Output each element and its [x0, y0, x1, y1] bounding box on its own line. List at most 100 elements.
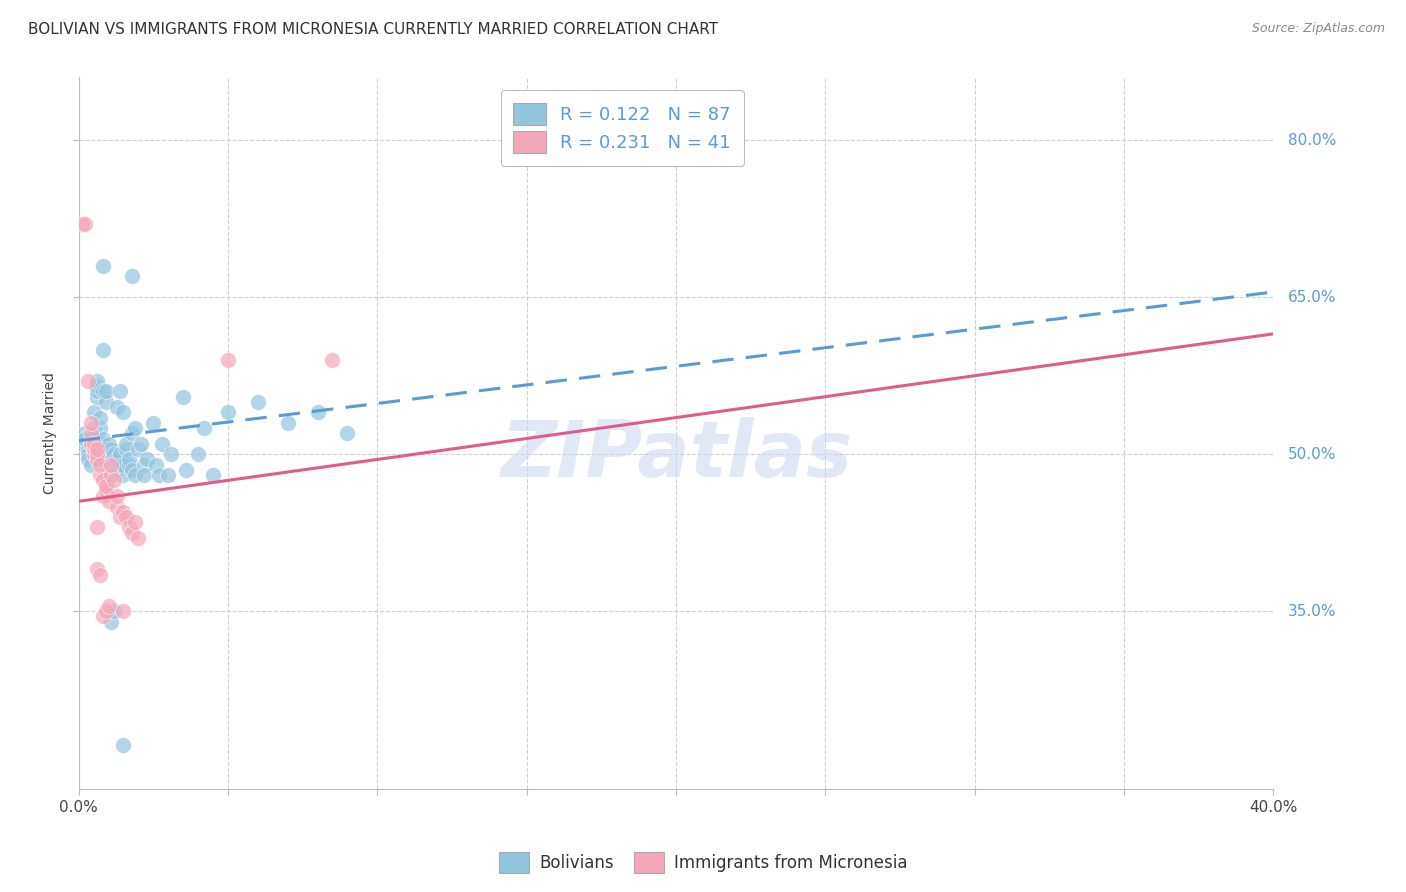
- Point: [112, 505, 135, 519]
- Point: [136, 452, 159, 467]
- Point: [124, 468, 146, 483]
- Point: [86, 384, 108, 399]
- Point: [145, 458, 167, 472]
- Point: [89, 468, 111, 483]
- Point: [91, 474, 114, 488]
- Point: [94, 395, 117, 409]
- Point: [76, 447, 98, 461]
- Point: [94, 442, 117, 456]
- Point: [79, 436, 101, 450]
- Point: [86, 520, 108, 534]
- Point: [115, 442, 138, 456]
- Point: [112, 604, 135, 618]
- Point: [94, 604, 117, 618]
- Point: [79, 458, 101, 472]
- Point: [89, 567, 111, 582]
- Point: [91, 447, 114, 461]
- Point: [89, 421, 111, 435]
- Point: [79, 426, 101, 441]
- Point: [115, 510, 138, 524]
- Point: [103, 604, 125, 618]
- Point: [86, 379, 108, 393]
- Point: [94, 452, 117, 467]
- Point: [187, 447, 209, 461]
- Point: [91, 343, 114, 357]
- Point: [86, 447, 108, 461]
- Point: [202, 468, 225, 483]
- Point: [107, 452, 129, 467]
- Point: [89, 410, 111, 425]
- Point: [217, 405, 239, 419]
- Point: [107, 500, 129, 514]
- Point: [112, 738, 135, 752]
- Legend: R = 0.122   N = 87, R = 0.231   N = 41: R = 0.122 N = 87, R = 0.231 N = 41: [501, 90, 744, 166]
- Point: [112, 458, 135, 472]
- Text: 80.0%: 80.0%: [1288, 133, 1336, 148]
- Point: [110, 384, 132, 399]
- Point: [100, 615, 122, 629]
- Point: [127, 442, 149, 456]
- Point: [110, 510, 132, 524]
- Point: [100, 447, 122, 461]
- Point: [121, 463, 143, 477]
- Point: [107, 489, 129, 503]
- Point: [94, 483, 117, 498]
- Text: 65.0%: 65.0%: [1288, 290, 1336, 305]
- Point: [124, 515, 146, 529]
- Point: [160, 447, 183, 461]
- Point: [79, 432, 101, 446]
- Point: [121, 525, 143, 540]
- Point: [86, 442, 108, 456]
- Point: [112, 405, 135, 419]
- Point: [174, 463, 197, 477]
- Point: [217, 353, 239, 368]
- Point: [103, 474, 125, 488]
- Point: [79, 416, 101, 430]
- Point: [100, 452, 122, 467]
- Text: ZIPatlas: ZIPatlas: [499, 417, 852, 492]
- Point: [124, 421, 146, 435]
- Point: [89, 447, 111, 461]
- Point: [172, 390, 194, 404]
- Point: [83, 447, 105, 461]
- Point: [97, 458, 120, 472]
- Point: [86, 442, 108, 456]
- Point: [70, 436, 93, 450]
- Point: [107, 463, 129, 477]
- Point: [70, 217, 93, 231]
- Point: [79, 436, 101, 450]
- Point: [121, 426, 143, 441]
- Point: [307, 405, 329, 419]
- Point: [91, 259, 114, 273]
- Point: [148, 468, 170, 483]
- Point: [86, 374, 108, 388]
- Point: [83, 442, 105, 456]
- Point: [321, 353, 343, 368]
- Point: [86, 390, 108, 404]
- Point: [91, 609, 114, 624]
- Text: BOLIVIAN VS IMMIGRANTS FROM MICRONESIA CURRENTLY MARRIED CORRELATION CHART: BOLIVIAN VS IMMIGRANTS FROM MICRONESIA C…: [28, 22, 718, 37]
- Point: [76, 374, 98, 388]
- Point: [127, 531, 149, 545]
- Point: [100, 442, 122, 456]
- Point: [83, 421, 105, 435]
- Point: [94, 478, 117, 492]
- Point: [83, 405, 105, 419]
- Point: [107, 400, 129, 414]
- Point: [110, 447, 132, 461]
- Point: [246, 395, 269, 409]
- Text: Source: ZipAtlas.com: Source: ZipAtlas.com: [1251, 22, 1385, 36]
- Point: [83, 447, 105, 461]
- Point: [112, 468, 135, 483]
- Point: [118, 452, 141, 467]
- Point: [73, 426, 96, 441]
- Point: [103, 458, 125, 472]
- Point: [277, 416, 299, 430]
- Point: [134, 458, 156, 472]
- Point: [76, 442, 98, 456]
- Point: [97, 436, 120, 450]
- Y-axis label: Currently Married: Currently Married: [44, 372, 58, 494]
- Point: [86, 562, 108, 576]
- Point: [118, 520, 141, 534]
- Point: [91, 436, 114, 450]
